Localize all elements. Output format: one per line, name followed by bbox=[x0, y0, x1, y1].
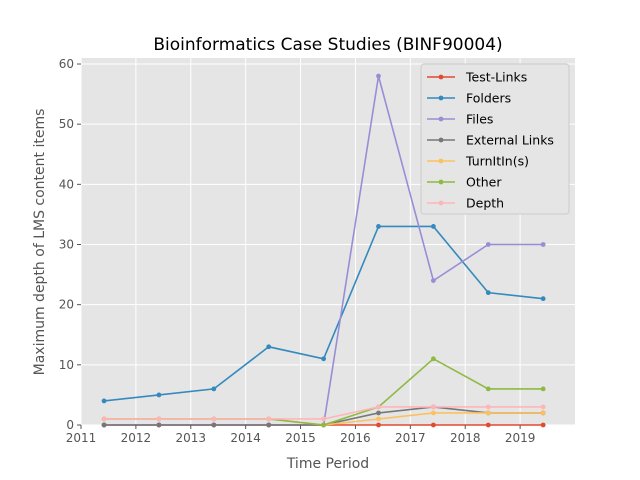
legend-entry: Depth bbox=[427, 196, 504, 211]
series-layer bbox=[101, 73, 546, 428]
data-point bbox=[430, 410, 436, 416]
legend-label: Test-Links bbox=[465, 70, 527, 85]
legend-marker bbox=[438, 200, 444, 206]
legend-label: Depth bbox=[466, 196, 504, 211]
y-tick-label: 0 bbox=[66, 418, 74, 432]
data-point bbox=[540, 296, 546, 302]
x-axis-ticks: 2011 2012 2013 2014 2015 2016 2017 2018 2019 bbox=[66, 425, 536, 445]
data-point bbox=[540, 422, 546, 428]
legend-marker bbox=[438, 74, 444, 80]
data-point bbox=[266, 344, 272, 350]
legend-entry: Folders bbox=[427, 91, 511, 106]
x-tick-label: 2015 bbox=[285, 431, 316, 445]
y-axis-label: Maximum depth of LMS content items bbox=[32, 109, 48, 376]
data-point bbox=[540, 404, 546, 410]
data-point bbox=[321, 416, 327, 422]
x-axis-label: Time Period bbox=[286, 456, 369, 472]
y-tick-label: 30 bbox=[59, 238, 74, 252]
y-tick-label: 60 bbox=[59, 57, 74, 71]
legend-entry: Other bbox=[427, 175, 502, 190]
legend-entry: Files bbox=[427, 112, 493, 127]
data-point bbox=[540, 242, 546, 247]
x-tick-label: 2011 bbox=[66, 431, 97, 445]
data-point bbox=[376, 416, 381, 422]
x-tick-label: 2017 bbox=[395, 431, 426, 445]
legend-entry: External Links bbox=[427, 133, 554, 148]
data-point bbox=[485, 410, 491, 416]
data-point bbox=[101, 422, 107, 428]
series-folders bbox=[101, 224, 546, 404]
legend-marker bbox=[438, 158, 444, 164]
data-point bbox=[101, 416, 107, 422]
data-point bbox=[211, 386, 217, 392]
data-point bbox=[376, 404, 381, 410]
legend-marker bbox=[438, 116, 444, 122]
x-tick-label: 2013 bbox=[176, 431, 207, 445]
legend-label: Other bbox=[466, 175, 502, 190]
data-point bbox=[430, 422, 436, 428]
data-point bbox=[101, 398, 107, 404]
data-point bbox=[485, 290, 491, 296]
data-point bbox=[321, 422, 327, 428]
data-point bbox=[376, 224, 381, 229]
data-point bbox=[540, 410, 546, 416]
x-tick-label: 2016 bbox=[340, 431, 371, 445]
legend-entry: TurnItIn(s) bbox=[427, 154, 529, 169]
chart-title: Bioinformatics Case Studies (BINF90004) bbox=[153, 35, 502, 55]
x-tick-label: 2012 bbox=[121, 431, 152, 445]
y-tick-label: 10 bbox=[59, 358, 74, 372]
data-point bbox=[376, 422, 381, 428]
data-point bbox=[430, 278, 436, 284]
x-tick-label: 2019 bbox=[505, 431, 536, 445]
legend-label: Files bbox=[466, 112, 493, 127]
legend-box bbox=[420, 63, 570, 215]
legend-marker bbox=[438, 95, 444, 101]
data-point bbox=[321, 356, 327, 362]
data-point bbox=[376, 410, 381, 416]
data-point bbox=[485, 386, 491, 392]
legend-label: Folders bbox=[466, 91, 511, 106]
y-tick-label: 40 bbox=[59, 177, 74, 191]
data-point bbox=[430, 356, 436, 362]
data-point bbox=[485, 422, 491, 428]
legend: Test-Links Folders Files External Links Turn… bbox=[420, 63, 570, 215]
y-tick-label: 20 bbox=[59, 298, 74, 312]
y-axis-ticks: 0 10 20 30 40 50 60 bbox=[59, 57, 81, 432]
legend-marker bbox=[438, 179, 444, 185]
data-point bbox=[211, 422, 217, 428]
series-depth bbox=[101, 404, 546, 422]
legend-label: External Links bbox=[466, 133, 554, 148]
data-point bbox=[156, 392, 162, 398]
x-tick-label: 2018 bbox=[450, 431, 481, 445]
data-point bbox=[156, 422, 162, 428]
data-point bbox=[211, 416, 217, 422]
y-tick-label: 50 bbox=[59, 117, 74, 131]
legend-entry: Test-Links bbox=[427, 70, 527, 85]
data-point bbox=[266, 422, 272, 428]
legend-marker bbox=[438, 137, 444, 143]
data-point bbox=[430, 404, 436, 410]
legend-label: TurnItIn(s) bbox=[465, 154, 529, 169]
data-point bbox=[266, 416, 272, 422]
data-point bbox=[156, 416, 162, 422]
data-point bbox=[485, 404, 491, 410]
data-point bbox=[540, 386, 546, 392]
data-point bbox=[376, 73, 381, 79]
data-point bbox=[485, 242, 491, 247]
data-point bbox=[430, 224, 436, 229]
x-tick-label: 2014 bbox=[230, 431, 261, 445]
